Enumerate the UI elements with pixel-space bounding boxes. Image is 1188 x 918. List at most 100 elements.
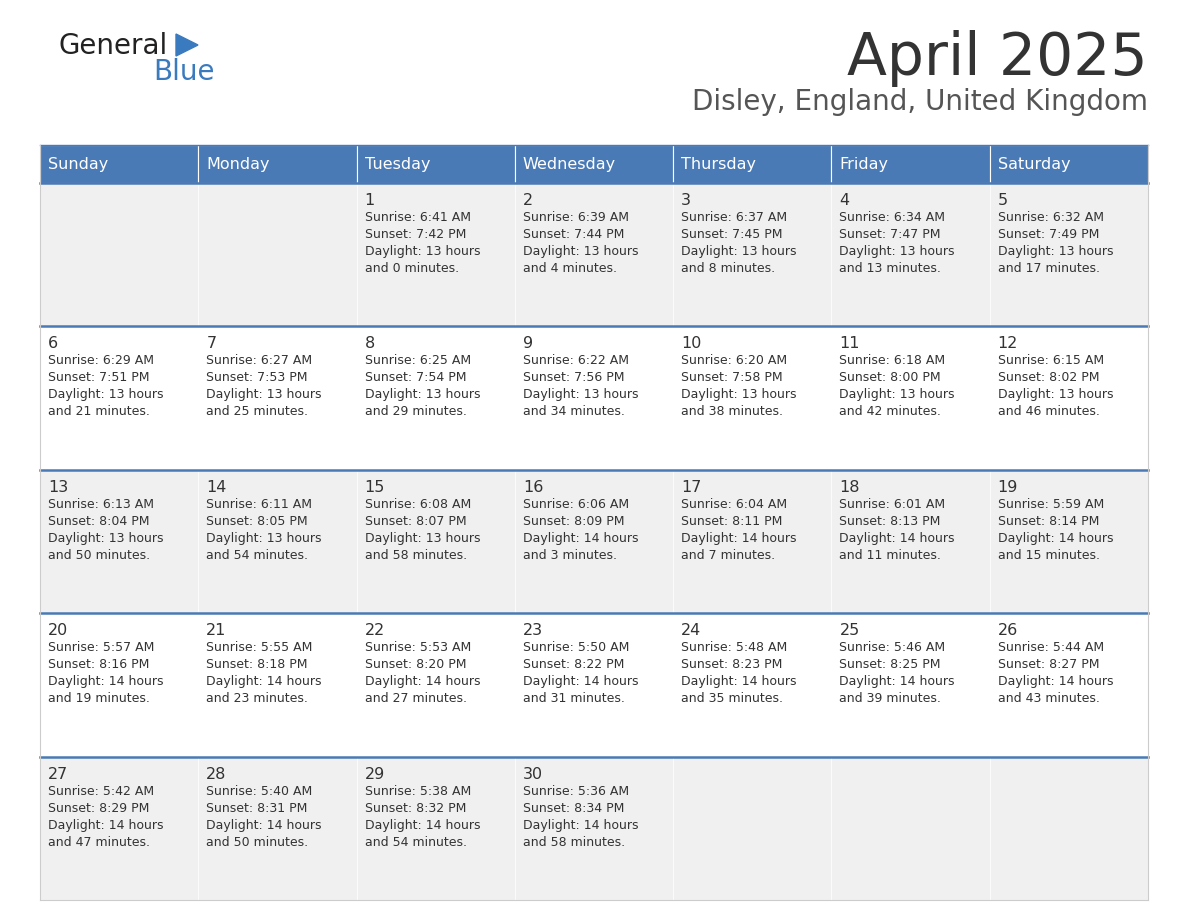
FancyBboxPatch shape: [514, 145, 674, 183]
FancyBboxPatch shape: [514, 470, 674, 613]
FancyBboxPatch shape: [832, 327, 990, 470]
Text: Sunset: 7:53 PM: Sunset: 7:53 PM: [207, 372, 308, 385]
Text: Sunset: 7:56 PM: Sunset: 7:56 PM: [523, 372, 625, 385]
FancyBboxPatch shape: [198, 327, 356, 470]
Text: Daylight: 13 hours: Daylight: 13 hours: [998, 245, 1113, 258]
Text: 3: 3: [681, 193, 691, 208]
FancyBboxPatch shape: [356, 470, 514, 613]
Text: 19: 19: [998, 480, 1018, 495]
Text: Sunset: 8:29 PM: Sunset: 8:29 PM: [48, 801, 150, 814]
Text: Daylight: 14 hours: Daylight: 14 hours: [840, 532, 955, 544]
Text: and 42 minutes.: and 42 minutes.: [840, 406, 941, 419]
FancyBboxPatch shape: [674, 145, 832, 183]
Text: and 58 minutes.: and 58 minutes.: [523, 835, 625, 848]
FancyBboxPatch shape: [356, 613, 514, 756]
FancyBboxPatch shape: [198, 145, 356, 183]
Text: 29: 29: [365, 767, 385, 781]
Text: Sunrise: 5:36 AM: Sunrise: 5:36 AM: [523, 785, 628, 798]
Text: Sunset: 8:20 PM: Sunset: 8:20 PM: [365, 658, 466, 671]
Text: Daylight: 13 hours: Daylight: 13 hours: [207, 388, 322, 401]
Text: 8: 8: [365, 336, 375, 352]
Text: and 31 minutes.: and 31 minutes.: [523, 692, 625, 705]
Text: Sunset: 7:45 PM: Sunset: 7:45 PM: [681, 228, 783, 241]
Text: Daylight: 14 hours: Daylight: 14 hours: [998, 676, 1113, 688]
Text: and 27 minutes.: and 27 minutes.: [365, 692, 467, 705]
Text: Daylight: 13 hours: Daylight: 13 hours: [523, 245, 638, 258]
FancyBboxPatch shape: [832, 145, 990, 183]
FancyBboxPatch shape: [990, 613, 1148, 756]
Text: and 43 minutes.: and 43 minutes.: [998, 692, 1100, 705]
FancyBboxPatch shape: [40, 327, 198, 470]
FancyBboxPatch shape: [674, 327, 832, 470]
FancyBboxPatch shape: [514, 613, 674, 756]
Text: Sunrise: 5:48 AM: Sunrise: 5:48 AM: [681, 641, 788, 655]
Text: Sunset: 8:34 PM: Sunset: 8:34 PM: [523, 801, 624, 814]
Text: 26: 26: [998, 623, 1018, 638]
FancyBboxPatch shape: [990, 183, 1148, 327]
Text: Sunrise: 6:29 AM: Sunrise: 6:29 AM: [48, 354, 154, 367]
FancyBboxPatch shape: [198, 613, 356, 756]
Text: Daylight: 14 hours: Daylight: 14 hours: [998, 532, 1113, 544]
Text: Daylight: 14 hours: Daylight: 14 hours: [681, 532, 797, 544]
Text: Sunrise: 6:27 AM: Sunrise: 6:27 AM: [207, 354, 312, 367]
Text: Sunset: 8:09 PM: Sunset: 8:09 PM: [523, 515, 625, 528]
Text: 27: 27: [48, 767, 68, 781]
Text: Sunset: 8:27 PM: Sunset: 8:27 PM: [998, 658, 1099, 671]
Text: Wednesday: Wednesday: [523, 156, 617, 172]
FancyBboxPatch shape: [990, 756, 1148, 900]
FancyBboxPatch shape: [40, 183, 198, 327]
Text: and 4 minutes.: and 4 minutes.: [523, 262, 617, 275]
Text: Sunrise: 6:01 AM: Sunrise: 6:01 AM: [840, 498, 946, 510]
FancyBboxPatch shape: [40, 145, 198, 183]
Text: Sunset: 8:00 PM: Sunset: 8:00 PM: [840, 372, 941, 385]
Text: Sunrise: 6:06 AM: Sunrise: 6:06 AM: [523, 498, 628, 510]
Text: and 15 minutes.: and 15 minutes.: [998, 549, 1100, 562]
Text: Daylight: 13 hours: Daylight: 13 hours: [840, 245, 955, 258]
Text: Daylight: 13 hours: Daylight: 13 hours: [207, 532, 322, 544]
FancyBboxPatch shape: [356, 183, 514, 327]
Text: and 7 minutes.: and 7 minutes.: [681, 549, 776, 562]
Text: 30: 30: [523, 767, 543, 781]
Text: Sunrise: 5:53 AM: Sunrise: 5:53 AM: [365, 641, 470, 655]
Text: Sunrise: 5:40 AM: Sunrise: 5:40 AM: [207, 785, 312, 798]
Text: Sunrise: 6:32 AM: Sunrise: 6:32 AM: [998, 211, 1104, 224]
Text: Daylight: 14 hours: Daylight: 14 hours: [523, 819, 638, 832]
Text: and 34 minutes.: and 34 minutes.: [523, 406, 625, 419]
Text: Daylight: 14 hours: Daylight: 14 hours: [48, 676, 164, 688]
FancyBboxPatch shape: [514, 183, 674, 327]
Text: Sunset: 7:42 PM: Sunset: 7:42 PM: [365, 228, 466, 241]
Text: 10: 10: [681, 336, 702, 352]
Text: Daylight: 14 hours: Daylight: 14 hours: [365, 819, 480, 832]
Text: Sunset: 7:49 PM: Sunset: 7:49 PM: [998, 228, 1099, 241]
Text: and 39 minutes.: and 39 minutes.: [840, 692, 941, 705]
Text: Daylight: 13 hours: Daylight: 13 hours: [998, 388, 1113, 401]
Text: 24: 24: [681, 623, 701, 638]
Text: and 19 minutes.: and 19 minutes.: [48, 692, 150, 705]
FancyBboxPatch shape: [990, 470, 1148, 613]
FancyBboxPatch shape: [832, 613, 990, 756]
Text: April 2025: April 2025: [847, 30, 1148, 87]
Text: and 50 minutes.: and 50 minutes.: [48, 549, 150, 562]
Text: 6: 6: [48, 336, 58, 352]
FancyBboxPatch shape: [40, 470, 198, 613]
Text: Sunrise: 6:04 AM: Sunrise: 6:04 AM: [681, 498, 788, 510]
FancyBboxPatch shape: [990, 145, 1148, 183]
Text: Daylight: 13 hours: Daylight: 13 hours: [365, 532, 480, 544]
FancyBboxPatch shape: [674, 183, 832, 327]
Text: and 23 minutes.: and 23 minutes.: [207, 692, 308, 705]
Text: Daylight: 13 hours: Daylight: 13 hours: [365, 388, 480, 401]
Text: 21: 21: [207, 623, 227, 638]
Text: 4: 4: [840, 193, 849, 208]
Text: and 35 minutes.: and 35 minutes.: [681, 692, 783, 705]
Text: Sunset: 8:14 PM: Sunset: 8:14 PM: [998, 515, 1099, 528]
Text: Daylight: 13 hours: Daylight: 13 hours: [840, 388, 955, 401]
Text: Daylight: 14 hours: Daylight: 14 hours: [523, 532, 638, 544]
Text: Saturday: Saturday: [998, 156, 1070, 172]
FancyBboxPatch shape: [832, 756, 990, 900]
Text: Sunrise: 5:44 AM: Sunrise: 5:44 AM: [998, 641, 1104, 655]
Text: 22: 22: [365, 623, 385, 638]
Text: Daylight: 13 hours: Daylight: 13 hours: [365, 245, 480, 258]
Text: 23: 23: [523, 623, 543, 638]
Text: Daylight: 14 hours: Daylight: 14 hours: [48, 819, 164, 832]
Text: 5: 5: [998, 193, 1007, 208]
